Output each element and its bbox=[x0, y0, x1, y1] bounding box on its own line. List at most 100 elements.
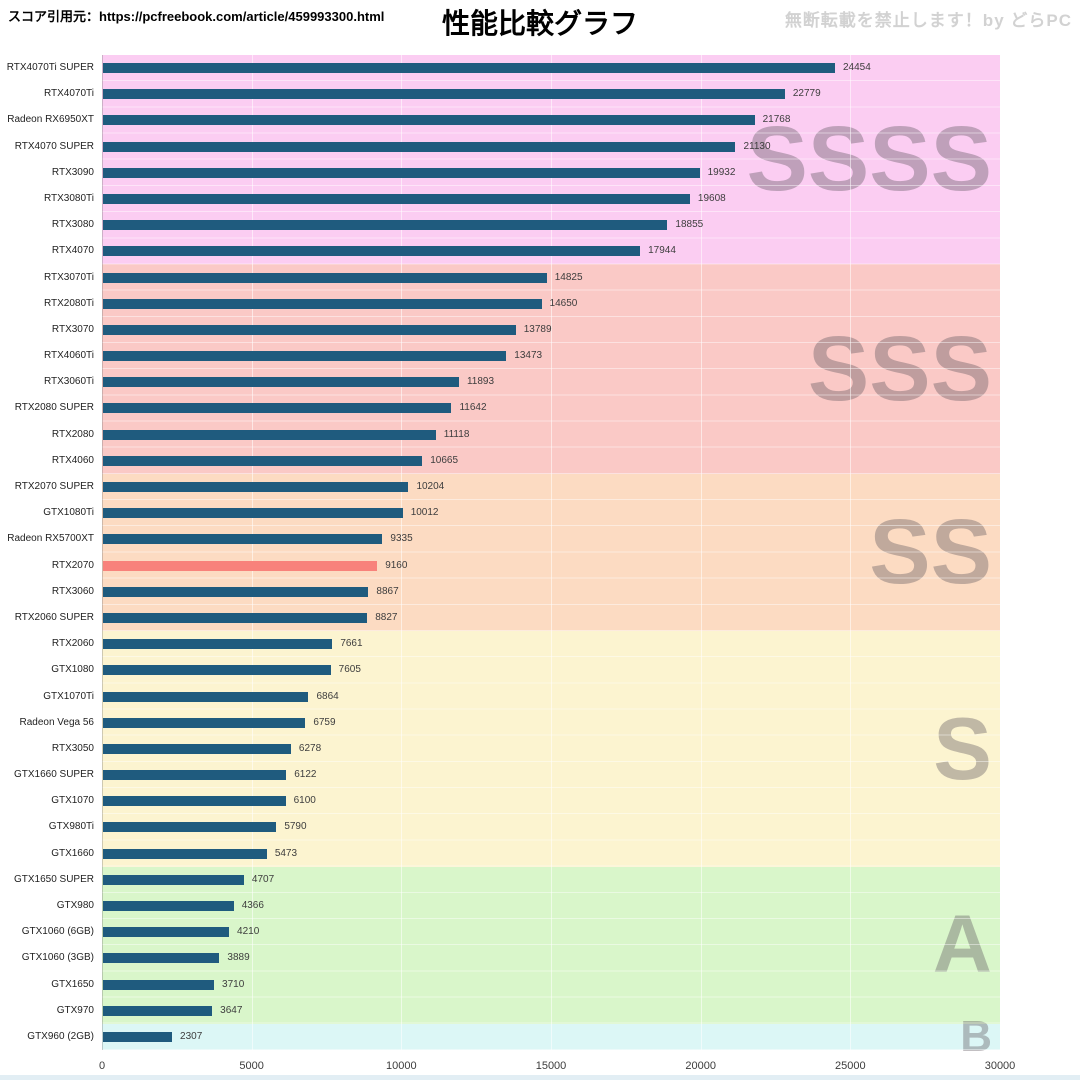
gpu-score-value: 13789 bbox=[523, 323, 552, 335]
gpu-label: RTX2080 SUPER bbox=[14, 402, 94, 414]
gpu-bar bbox=[103, 455, 423, 466]
gpu-bar bbox=[103, 1005, 213, 1016]
gpu-label: GTX970 bbox=[56, 1004, 94, 1016]
gpu-label: RTX2060 bbox=[51, 638, 94, 650]
gpu-bar bbox=[103, 220, 668, 231]
gpu-score-value: 19608 bbox=[697, 193, 726, 204]
gpu-label: GTX960 (2GB) bbox=[27, 1030, 94, 1042]
gpu-bar bbox=[103, 953, 220, 964]
x-axis-tick: 20000 bbox=[685, 1060, 716, 1072]
tier-letter-SSS: SSS bbox=[807, 317, 992, 420]
gpu-bar bbox=[103, 796, 286, 807]
tier-letter-B: B bbox=[960, 1012, 992, 1062]
gpu-label: RTX4070Ti SUPER bbox=[6, 62, 94, 74]
gpu-score-value: 14825 bbox=[554, 271, 583, 283]
gpu-label: RTX4060 bbox=[51, 454, 94, 466]
footer-divider bbox=[0, 1075, 1080, 1080]
x-axis-tick: 25000 bbox=[835, 1060, 866, 1072]
gpu-bar bbox=[103, 167, 700, 178]
gpu-label: Radeon RX6950XT bbox=[7, 114, 94, 126]
gpu-label: RTX2070 SUPER bbox=[14, 481, 94, 493]
gpu-label: RTX3060Ti bbox=[43, 376, 94, 388]
gpu-score-value: 14650 bbox=[549, 297, 578, 309]
gpu-bar bbox=[103, 770, 287, 781]
gpu-score-value: 19932 bbox=[707, 166, 736, 178]
gpu-label: RTX3080Ti bbox=[43, 193, 94, 204]
gpu-bar bbox=[103, 272, 547, 283]
gpu-score-value: 22779 bbox=[792, 88, 821, 100]
gpu-score-value: 6759 bbox=[313, 716, 336, 728]
gpu-label: Radeon RX5700XT bbox=[7, 533, 94, 545]
gpu-label: GTX1080Ti bbox=[43, 507, 94, 519]
gpu-label: GTX1660 SUPER bbox=[13, 769, 94, 781]
gpu-bar bbox=[103, 63, 835, 74]
gpu-label: RTX3070 bbox=[51, 323, 94, 335]
x-axis-tick: 5000 bbox=[239, 1060, 264, 1072]
gpu-score-value: 6278 bbox=[298, 742, 322, 754]
gpu-bar bbox=[103, 717, 306, 728]
tier-band-B: B bbox=[102, 1015, 1000, 1058]
gpu-bar bbox=[103, 822, 277, 833]
gpu-label: Radeon Vega 56 bbox=[19, 716, 94, 728]
gpu-score-value: 13473 bbox=[514, 350, 543, 362]
source-citation-text: スコア引用元：https://pcfreebook.com/article/45… bbox=[8, 9, 385, 24]
gpu-bar bbox=[103, 874, 244, 885]
gpu-score-value: 6122 bbox=[294, 769, 317, 781]
gpu-score-value: 24454 bbox=[842, 62, 871, 74]
gpu-score-value: 3647 bbox=[220, 1004, 243, 1016]
tier-letter-SSSS: SSSS bbox=[746, 108, 992, 211]
gpu-bar bbox=[103, 141, 736, 152]
gpu-score-value: 7605 bbox=[338, 664, 361, 676]
tier-band-SS: SS bbox=[102, 473, 1000, 632]
gpu-score-value: 21768 bbox=[762, 114, 791, 126]
gpu-score-value: 4707 bbox=[251, 873, 275, 885]
gpu-score-value: 18855 bbox=[675, 219, 704, 231]
gpu-score-value: 10012 bbox=[410, 507, 439, 519]
gpu-bar bbox=[103, 403, 452, 414]
gpu-bar bbox=[103, 324, 516, 335]
gpu-score-value: 10204 bbox=[416, 481, 445, 493]
tier-letter-SS: SS bbox=[869, 501, 992, 604]
gpu-score-value: 6100 bbox=[293, 795, 316, 807]
gpu-bar bbox=[103, 246, 641, 257]
gpu-label: RTX2060 SUPER bbox=[14, 611, 94, 623]
gpu-score-value: 10665 bbox=[430, 454, 459, 466]
gpu-label: GTX1070 bbox=[51, 795, 94, 807]
tier-band-SSSS: SSSS bbox=[102, 55, 1000, 265]
tier-band-A: A bbox=[102, 866, 1000, 1024]
gpu-bar bbox=[103, 665, 331, 676]
gpu-label: GTX1080 bbox=[51, 664, 94, 676]
gpu-label: RTX3090 bbox=[51, 166, 94, 178]
gpu-label: GTX980 bbox=[56, 899, 94, 911]
gpu-bar bbox=[103, 429, 436, 440]
gpu-bar bbox=[103, 900, 234, 911]
gpu-bar bbox=[103, 612, 368, 623]
gpu-bar bbox=[103, 115, 755, 126]
gpu-bar bbox=[103, 377, 459, 388]
gpu-bar bbox=[103, 534, 383, 545]
gpu-label: RTX3080 bbox=[51, 219, 94, 231]
gpu-bar bbox=[103, 691, 309, 702]
gpu-bar bbox=[103, 508, 403, 519]
gpu-score-value: 9160 bbox=[385, 559, 408, 571]
x-axis-tick: 10000 bbox=[386, 1060, 417, 1072]
gpu-label: GTX1070Ti bbox=[43, 690, 94, 702]
gpu-bar bbox=[103, 89, 785, 100]
gpu-score-value: 2307 bbox=[180, 1030, 203, 1042]
tier-letter-S: S bbox=[933, 699, 992, 799]
gpu-score-value: 21130 bbox=[743, 140, 771, 152]
y-axis-line bbox=[102, 55, 103, 1050]
gpu-score-value: 5473 bbox=[274, 847, 298, 859]
x-axis-tick: 15000 bbox=[535, 1060, 567, 1072]
gpu-score-value: 7661 bbox=[340, 638, 363, 650]
gpu-score-value: 5790 bbox=[284, 821, 307, 833]
gpu-label: RTX4060Ti bbox=[43, 350, 94, 362]
gpu-score-value: 4366 bbox=[241, 899, 264, 911]
gpu-label: RTX2080 bbox=[51, 428, 94, 440]
gpu-label: GTX1060 (3GB) bbox=[21, 952, 94, 964]
gpu-bar bbox=[103, 639, 333, 650]
gpu-bar bbox=[103, 482, 409, 493]
gpu-bar bbox=[103, 1031, 173, 1042]
gpu-label: RTX3050 bbox=[51, 742, 94, 754]
gpu-label: RTX4070 SUPER bbox=[14, 140, 94, 152]
